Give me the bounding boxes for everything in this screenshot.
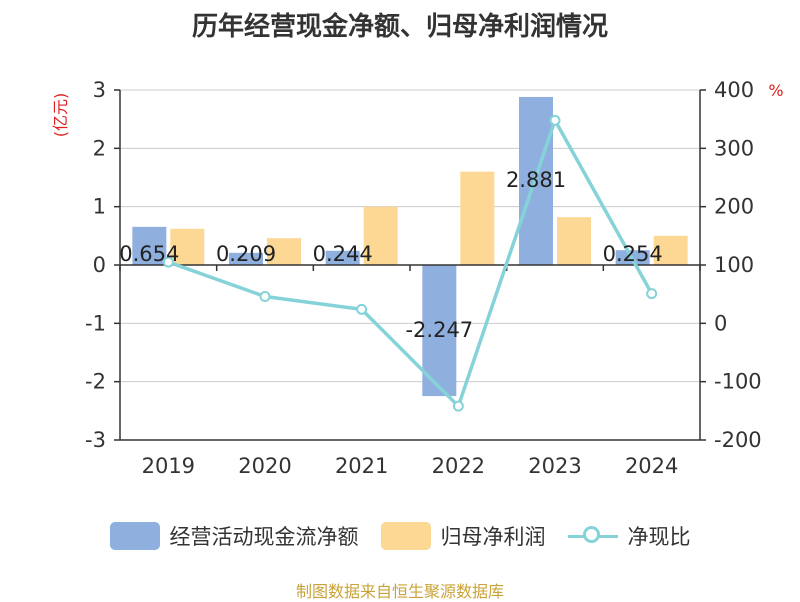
data-label-cashflow: 2.881 [506, 168, 566, 192]
y-right-tick-label: 300 [714, 136, 754, 160]
ratio-point [549, 114, 561, 126]
data-label-cashflow: 0.244 [313, 242, 373, 266]
bar-profit [653, 235, 688, 265]
data-label-cashflow: -2.247 [405, 318, 473, 342]
y-left-tick-label: 2 [93, 136, 106, 160]
x-tick-label: 2021 [335, 454, 388, 478]
data-source-note: 制图数据来自恒生聚源数据库 [295, 582, 504, 601]
data-labels: 0.654 0.209 0.244 -2.247 2.881 0.254 [119, 168, 662, 342]
x-tick-label: 2020 [238, 454, 291, 478]
bars [132, 96, 688, 397]
data-label-cashflow: 0.209 [216, 242, 276, 266]
bar-cashflow [325, 250, 360, 265]
legend-swatch-cashflow [109, 522, 160, 550]
legend-item-profit[interactable]: 归母净利润 [380, 521, 546, 551]
y-right-tick-label: 200 [714, 195, 754, 219]
y-left-tick-label: -3 [85, 428, 106, 452]
y-right-tick-label: -100 [714, 370, 762, 394]
y-left-tick-label: -2 [85, 370, 106, 394]
bar-cashflow [229, 252, 263, 265]
y-right-axis-label: % [768, 81, 783, 100]
bar-profit [460, 171, 495, 265]
legend-label-cashflow: 经营活动现金流净额 [169, 525, 359, 549]
ratio-point [646, 288, 658, 300]
legend: 经营活动现金流净额 归母净利润 净现比 [0, 516, 800, 556]
legend-label-ratio: 净现比 [627, 525, 691, 549]
y-left-tick-label: -1 [85, 311, 106, 335]
ratio-point [356, 303, 368, 315]
bar-profit [170, 228, 205, 265]
legend-item-cashflow[interactable]: 经营活动现金流净额 [109, 521, 359, 551]
bar-profit [267, 238, 301, 265]
legend-swatch-ratio [567, 522, 618, 550]
y-right-tick-label: 0 [714, 311, 727, 335]
y-right-tick-label: 100 [714, 253, 754, 277]
bar-profit [557, 217, 591, 265]
ratio-point [259, 291, 271, 302]
bar-profit [363, 206, 398, 265]
y-right-tick-label: -200 [714, 428, 762, 452]
y-left-tick-label: 0 [93, 253, 106, 277]
legend-item-ratio[interactable]: 净现比 [567, 521, 691, 551]
y-left-axis-label: (亿元) [51, 93, 70, 138]
legend-label-profit: 归母净利润 [440, 525, 546, 549]
x-tick-label: 2024 [625, 454, 678, 478]
x-tick-label: 2023 [528, 454, 581, 478]
ratio-point [452, 400, 464, 412]
axes: 3 2 1 0 -1 -2 -3 400 300 200 100 0 -100 -200 2019 2020 2… [85, 78, 762, 478]
x-tick-label: 2022 [432, 454, 485, 478]
y-left-tick-label: 3 [93, 78, 106, 102]
x-tick-label: 2019 [142, 454, 195, 478]
data-label-cashflow: 0.654 [119, 242, 179, 266]
ratio-line-path [167, 118, 654, 408]
y-right-tick-label: 400 [714, 78, 754, 102]
chart-title: 历年经营现金净额、归母净利润情况 [191, 12, 608, 42]
data-label-cashflow: 0.254 [603, 242, 663, 266]
ratio-line [162, 114, 658, 412]
bar-cashflow [132, 226, 167, 265]
y-left-tick-label: 1 [93, 195, 106, 219]
legend-swatch-profit [380, 522, 431, 550]
ratio-point [162, 256, 174, 268]
